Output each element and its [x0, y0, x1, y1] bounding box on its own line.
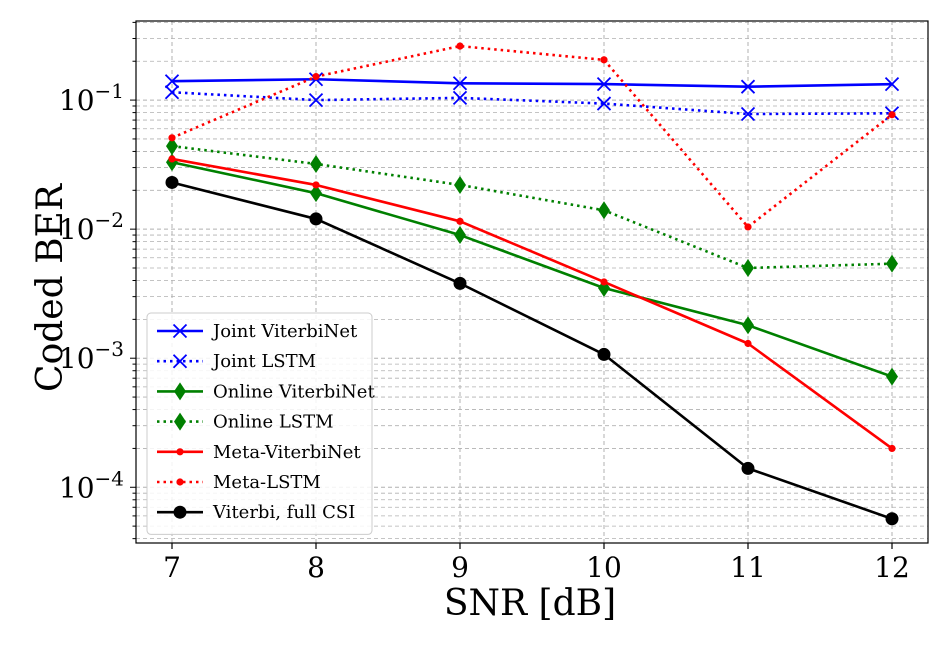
data-point	[452, 76, 468, 91]
legend-marker	[176, 478, 184, 486]
data-point	[744, 223, 752, 231]
data-point	[310, 154, 322, 173]
data-point	[740, 106, 756, 122]
x-tick-label: 12	[874, 551, 910, 584]
series-line	[171, 90, 893, 116]
legend-marker	[172, 354, 188, 369]
data-point	[597, 347, 611, 361]
legend-label: Online LSTM	[213, 412, 334, 433]
data-point	[598, 201, 610, 220]
legend-item: Joint LSTM	[157, 351, 316, 372]
legend-marker	[174, 412, 186, 431]
data-point	[741, 461, 755, 475]
legend-marker	[172, 323, 188, 339]
legend-item: Viterbi, full CSI	[157, 502, 355, 523]
legend-marker	[173, 505, 187, 519]
major-grid	[136, 21, 928, 543]
series-layer	[164, 42, 900, 526]
legend-label: Online ViterbiNet	[213, 381, 375, 402]
data-point	[310, 184, 322, 203]
data-point	[308, 92, 324, 108]
series-line	[171, 157, 893, 450]
legend-item: Joint ViterbiNet	[157, 321, 358, 342]
legend-label: Meta-ViterbiNet	[213, 442, 361, 463]
data-point	[312, 73, 320, 81]
x-tick-label: 11	[730, 551, 766, 584]
data-point	[742, 316, 754, 335]
series-line	[171, 144, 893, 270]
legend-marker	[174, 382, 186, 401]
x-tick-label: 8	[307, 551, 325, 584]
y-tick-label: 10−4	[59, 466, 124, 504]
data-point	[452, 90, 468, 106]
legend-item: Meta-ViterbiNet	[157, 442, 361, 463]
data-point	[600, 278, 608, 286]
series-line	[171, 77, 893, 88]
y-axis-label: Coded BER	[30, 183, 71, 392]
series-meta-lstm	[168, 42, 896, 231]
data-point	[885, 512, 899, 526]
legend-label: Meta-LSTM	[213, 472, 321, 493]
series-line	[171, 181, 893, 521]
legend-label: Joint LSTM	[211, 351, 316, 372]
data-point	[168, 155, 176, 163]
legend-label: Viterbi, full CSI	[212, 502, 355, 523]
data-point	[168, 134, 176, 142]
series-line	[171, 160, 893, 378]
x-tick-label: 10	[586, 551, 622, 584]
x-tick-label: 9	[451, 551, 469, 584]
data-point	[164, 85, 180, 100]
x-tick-label: 7	[163, 551, 181, 584]
series-online-viterbinet	[166, 153, 898, 386]
data-point	[456, 217, 464, 225]
legend-label: Joint ViterbiNet	[211, 321, 358, 342]
series-joint-lstm	[164, 85, 900, 122]
data-point	[886, 254, 898, 273]
data-point	[888, 111, 896, 119]
data-point	[740, 79, 756, 94]
data-point	[600, 56, 608, 64]
series-online-lstm	[166, 137, 898, 277]
legend-item: Meta-LSTM	[157, 472, 321, 493]
x-axis-label: SNR [dB]	[444, 583, 616, 624]
minor-grid	[136, 21, 928, 540]
legend-item: Online ViterbiNet	[157, 381, 375, 402]
data-point	[886, 367, 898, 386]
data-point	[454, 226, 466, 245]
y-tick-label: 10−3	[59, 337, 124, 375]
series-meta-viterbinet	[168, 155, 896, 453]
data-point	[454, 175, 466, 194]
data-point	[166, 137, 178, 156]
data-point	[888, 444, 896, 453]
data-point	[742, 258, 754, 277]
y-tick-label: 10−1	[59, 79, 124, 117]
data-point	[312, 181, 320, 189]
legend-box	[146, 312, 373, 535]
series-line	[171, 44, 893, 229]
data-point	[456, 42, 464, 50]
legend-marker	[176, 448, 184, 456]
y-tick-label: 10−2	[59, 208, 124, 246]
legend-item: Online LSTM	[157, 412, 334, 433]
data-point	[596, 96, 612, 111]
data-point	[453, 276, 467, 290]
series-joint-viterbinet	[164, 72, 900, 94]
data-point	[164, 74, 180, 89]
data-point	[596, 76, 612, 92]
data-point	[884, 76, 900, 92]
plot-frame	[135, 20, 929, 544]
data-point	[165, 175, 179, 189]
y-ticks: 10−1 10−2 10−3 10−4	[59, 21, 136, 540]
data-point	[744, 339, 752, 348]
x-ticks: 7 8 9 10 11 12	[163, 543, 910, 584]
series-viterbi-full-csi	[165, 175, 899, 526]
legend: Joint ViterbiNet Joint LSTM Online Viterbi…	[146, 312, 375, 535]
data-point	[309, 212, 323, 226]
